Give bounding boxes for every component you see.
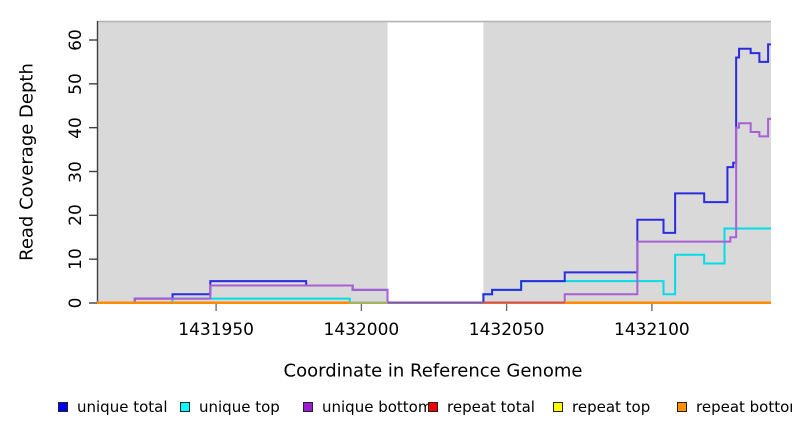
y-tick-label: 50	[66, 73, 86, 95]
y-tick-label: 10	[66, 248, 86, 270]
y-axis-title: Read Coverage Depth	[16, 63, 38, 261]
y-tick-label: 40	[66, 116, 86, 139]
x-tick-label: 1432000	[323, 320, 400, 340]
series-line-unique-bottom	[97, 117, 771, 304]
y-tick-label: 20	[66, 204, 86, 227]
x-tick-label: 1431950	[178, 320, 254, 340]
y-tick-label: 60	[66, 29, 86, 51]
x-tick-label: 1432050	[468, 320, 545, 340]
y-tick-label: 30	[66, 160, 86, 183]
x-tick-label: 1432100	[614, 320, 690, 340]
y-tick-label: 0	[66, 297, 86, 309]
masked-region	[387, 22, 484, 303]
x-axis-title: Coordinate in Reference Genome	[283, 360, 583, 382]
